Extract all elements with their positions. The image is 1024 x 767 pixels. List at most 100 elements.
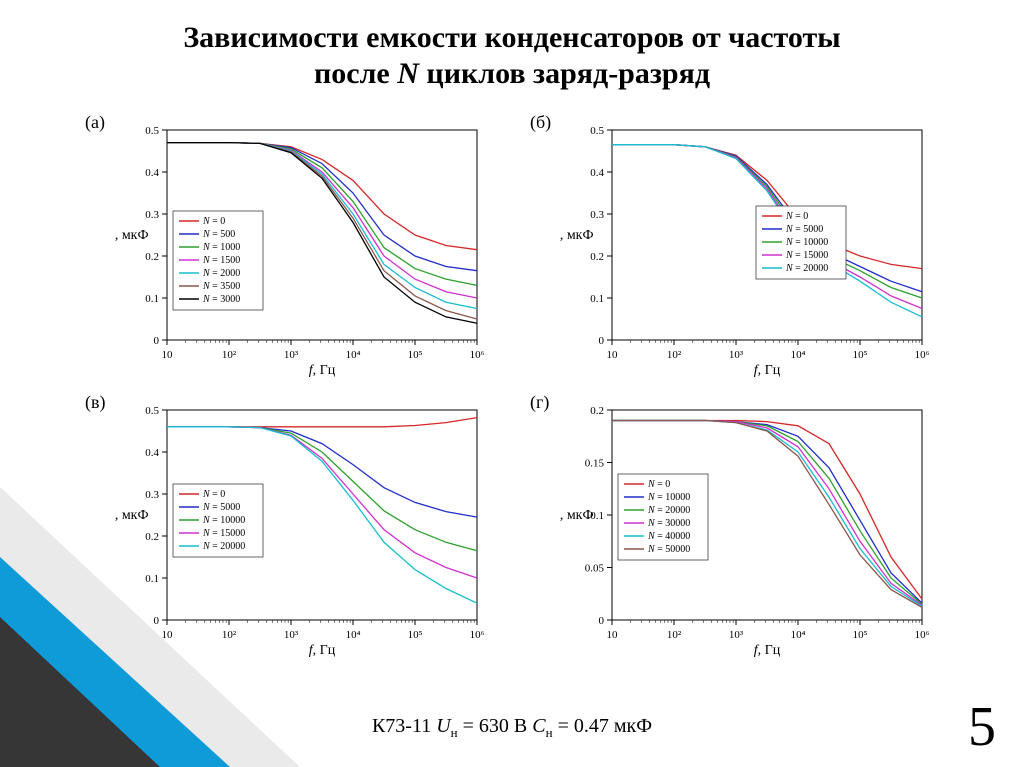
svg-text:N = 0: N = 0 [647, 479, 670, 490]
svg-text:N = 0: N = 0 [202, 216, 225, 227]
svg-text:N = 20000: N = 20000 [785, 263, 828, 274]
panel-v-label: (в) [85, 392, 106, 413]
svg-text:10⁴: 10⁴ [791, 629, 806, 641]
svg-text:10⁵: 10⁵ [408, 629, 423, 641]
footer-U: U [436, 715, 450, 737]
svg-text:10⁵: 10⁵ [408, 349, 423, 361]
svg-text:N = 40000: N = 40000 [647, 531, 690, 542]
footer-C-eq: = 0.47 мкФ [553, 715, 652, 737]
svg-text:0.5: 0.5 [145, 405, 159, 417]
svg-text:N = 30000: N = 30000 [647, 518, 690, 529]
svg-text:10²: 10² [222, 629, 237, 641]
svg-text:0.3: 0.3 [145, 209, 159, 221]
svg-text:C, мкФ: C, мкФ [560, 228, 594, 243]
svg-text:N = 0: N = 0 [202, 489, 225, 500]
footer-model: К73-11 [372, 715, 436, 737]
footer-C-sub: н [546, 725, 553, 740]
footer-U-eq: = 630 В [458, 715, 533, 737]
svg-text:N = 3500: N = 3500 [202, 281, 240, 292]
svg-text:N = 10000: N = 10000 [202, 515, 245, 526]
chart-a: 00.10.20.30.40.51010²10³10⁴10⁵10⁶C, мкФf… [115, 120, 500, 380]
svg-text:f, Гц: f, Гц [309, 643, 336, 658]
svg-text:10³: 10³ [729, 629, 744, 641]
svg-text:10: 10 [162, 349, 174, 361]
svg-text:10⁴: 10⁴ [791, 349, 806, 361]
svg-text:10: 10 [607, 629, 619, 641]
svg-text:10⁶: 10⁶ [915, 349, 930, 361]
svg-text:N = 20000: N = 20000 [202, 541, 245, 552]
svg-text:C, мкФ: C, мкФ [115, 508, 149, 523]
svg-text:0.1: 0.1 [590, 293, 604, 305]
svg-text:N = 1500: N = 1500 [202, 255, 240, 266]
svg-text:N = 15000: N = 15000 [785, 250, 828, 261]
svg-text:0: 0 [599, 615, 605, 627]
svg-text:0.2: 0.2 [145, 251, 159, 263]
svg-text:10³: 10³ [284, 629, 299, 641]
svg-text:0: 0 [154, 335, 160, 347]
svg-text:0.3: 0.3 [145, 489, 159, 501]
svg-text:0.2: 0.2 [590, 251, 604, 263]
svg-text:0.2: 0.2 [145, 531, 159, 543]
charts-grid: (а)00.10.20.30.40.51010²10³10⁴10⁵10⁶C, м… [115, 120, 945, 660]
svg-text:0.1: 0.1 [145, 293, 159, 305]
footer-caption: К73-11 Uн = 630 В Cн = 0.47 мкФ [0, 715, 1024, 741]
svg-text:C, мкФ: C, мкФ [115, 228, 149, 243]
svg-text:10⁴: 10⁴ [346, 349, 361, 361]
svg-text:10²: 10² [667, 629, 682, 641]
svg-text:10⁴: 10⁴ [346, 629, 361, 641]
svg-text:10²: 10² [222, 349, 237, 361]
title-line2-pre: после [314, 57, 397, 90]
svg-text:N = 2000: N = 2000 [202, 268, 240, 279]
svg-text:0.15: 0.15 [585, 458, 605, 470]
panel-b: (б)00.10.20.30.40.51010²10³10⁴10⁵10⁶C, м… [560, 120, 945, 380]
svg-text:f, Гц: f, Гц [754, 643, 781, 658]
svg-text:0: 0 [599, 335, 605, 347]
svg-text:10⁵: 10⁵ [853, 349, 868, 361]
svg-text:0.4: 0.4 [145, 447, 159, 459]
panel-v: (в)00.10.20.30.40.51010²10³10⁴10⁵10⁶C, м… [115, 400, 500, 660]
chart-b: 0 0.1 0.2 0.3 0.4 0.5 10 10² 10³ 10⁴ 10⁵ 10⁶ C, мкФ f… [560, 120, 945, 380]
svg-text:0.4: 0.4 [590, 167, 604, 179]
svg-text:10: 10 [162, 629, 174, 641]
panel-b-label: (б) [530, 112, 551, 133]
svg-text:0.2: 0.2 [590, 405, 604, 417]
svg-text:10²: 10² [667, 349, 682, 361]
svg-text:0.05: 0.05 [585, 563, 605, 575]
panel-a-label: (а) [85, 112, 105, 133]
svg-text:N = 500: N = 500 [202, 229, 235, 240]
svg-text:N = 15000: N = 15000 [202, 528, 245, 539]
svg-text:N = 5000: N = 5000 [785, 224, 823, 235]
svg-text:10³: 10³ [284, 349, 299, 361]
svg-text:N = 0: N = 0 [785, 211, 808, 222]
title-line1: Зависимости емкости конденсаторов от час… [183, 21, 840, 54]
svg-text:0.5: 0.5 [145, 125, 159, 137]
svg-text:N = 1000: N = 1000 [202, 242, 240, 253]
svg-text:0: 0 [154, 615, 160, 627]
svg-text:N = 10000: N = 10000 [785, 237, 828, 248]
chart-g: 00.050.10.150.21010²10³10⁴10⁵10⁶C, мкФf,… [560, 400, 945, 660]
panel-g-label: (г) [530, 392, 549, 413]
svg-text:N = 5000: N = 5000 [202, 502, 240, 513]
panel-a: (а)00.10.20.30.40.51010²10³10⁴10⁵10⁶C, м… [115, 120, 500, 380]
title-N: N [397, 57, 419, 90]
svg-text:0.1: 0.1 [145, 573, 159, 585]
svg-text:C, мкФ: C, мкФ [560, 508, 594, 523]
svg-text:N = 3000: N = 3000 [202, 294, 240, 305]
footer-C: C [532, 715, 545, 737]
svg-text:0.3: 0.3 [590, 209, 604, 221]
slide-title: Зависимости емкости конденсаторов от час… [0, 20, 1024, 92]
svg-text:10⁶: 10⁶ [470, 629, 485, 641]
svg-text:10⁵: 10⁵ [853, 629, 868, 641]
svg-text:f, Гц: f, Гц [754, 363, 781, 378]
svg-text:10: 10 [607, 349, 619, 361]
svg-text:f, Гц: f, Гц [309, 363, 336, 378]
svg-text:0.4: 0.4 [145, 167, 159, 179]
svg-text:N = 50000: N = 50000 [647, 544, 690, 555]
svg-text:N = 10000: N = 10000 [647, 492, 690, 503]
svg-text:0.5: 0.5 [590, 125, 604, 137]
svg-text:10³: 10³ [729, 349, 744, 361]
chart-v: 0 0.1 0.2 0.3 0.4 0.5 10 10² 10³ 10⁴ 10⁵ 10⁶ C, мкФ f… [115, 400, 500, 660]
svg-text:10⁶: 10⁶ [915, 629, 930, 641]
title-line2-post: циклов заряд-разряд [419, 57, 710, 90]
svg-text:N = 20000: N = 20000 [647, 505, 690, 516]
